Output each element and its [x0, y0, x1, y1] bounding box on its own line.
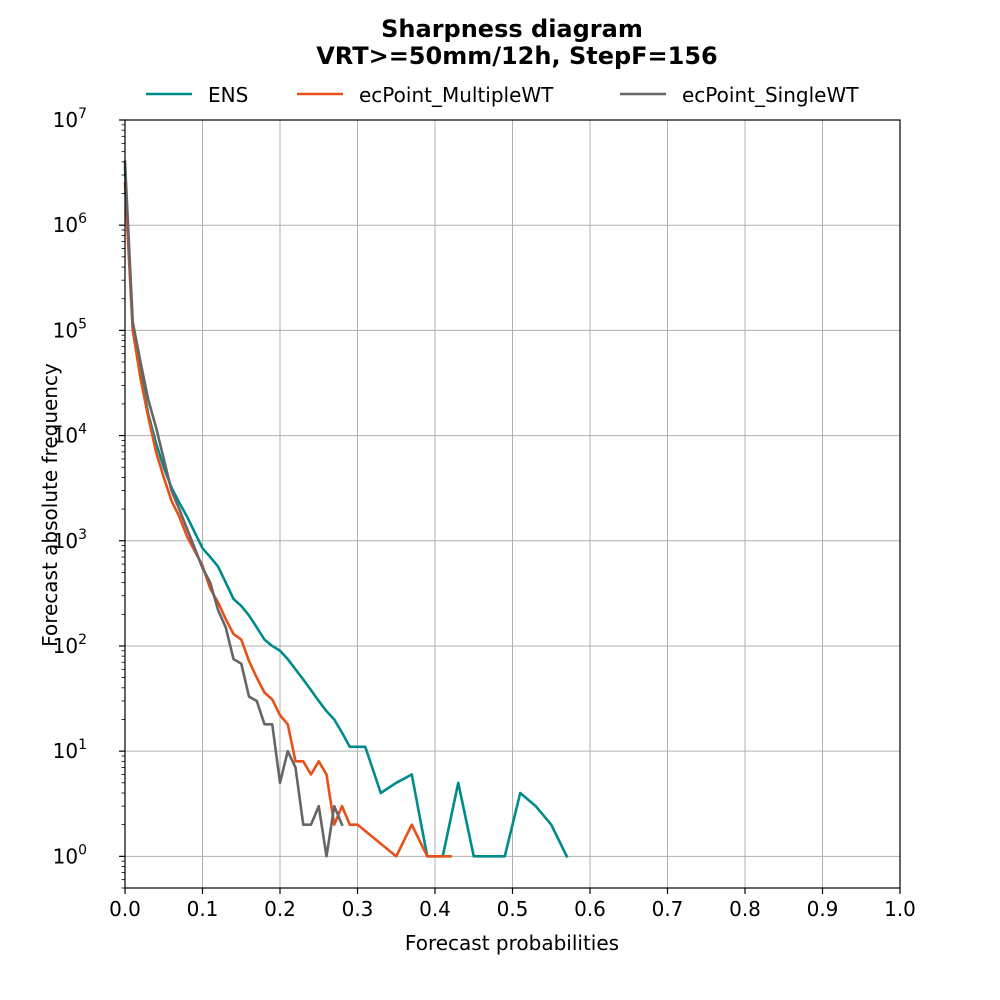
- y-tick-label: 104: [53, 422, 87, 448]
- y-tick-label: 100: [53, 842, 87, 868]
- y-tick-label: 107: [53, 106, 87, 132]
- series-line-ecpoint-singlewt: [123, 160, 344, 858]
- y-tick-label: 101: [53, 737, 87, 763]
- legend-label: ecPoint_SingleWT: [682, 83, 859, 107]
- y-tick-label: 103: [53, 527, 87, 553]
- y-tick-label: 106: [53, 211, 87, 237]
- legend-label: ecPoint_MultipleWT: [359, 83, 554, 107]
- x-tick-label: 0.2: [264, 897, 296, 921]
- series-lines: [123, 160, 569, 859]
- legend: ENS ecPoint_MultipleWT ecPoint_SingleWT: [146, 83, 859, 107]
- grid: [124, 119, 901, 888]
- x-tick-label: 0.7: [652, 897, 684, 921]
- series-line-ens: [123, 166, 569, 859]
- x-axis-label: Forecast probabilities: [405, 931, 619, 955]
- x-tick-label: 0.0: [109, 897, 141, 921]
- chart-title: Sharpness diagram: [381, 15, 643, 43]
- y-tick-label: 102: [53, 632, 87, 658]
- x-tick-label: 0.3: [342, 897, 374, 921]
- x-tick-label: 0.6: [574, 897, 606, 921]
- series-line-ecpoint-multiplewt: [123, 181, 452, 858]
- x-tick-label: 0.5: [497, 897, 529, 921]
- legend-item: ENS: [146, 83, 248, 107]
- x-tick-label: 0.8: [729, 897, 761, 921]
- legend-item: ecPoint_MultipleWT: [297, 83, 554, 107]
- chart-subtitle: VRT>=50mm/12h, StepF=156: [316, 42, 718, 70]
- x-tick-label: 0.4: [419, 897, 451, 921]
- y-axis-label: Forecast absolute frequency: [38, 363, 62, 647]
- x-tick-label: 0.9: [807, 897, 839, 921]
- y-tick-label: 105: [53, 316, 87, 342]
- axis-ticks: 0.0 0.1 0.2 0.3 0.4 0.5 0.6 0.7 0.8 0.9 1.0 100 101 1…: [53, 106, 916, 921]
- x-tick-label: 0.1: [187, 897, 219, 921]
- legend-label: ENS: [208, 83, 248, 107]
- x-tick-label: 1.0: [884, 897, 916, 921]
- legend-item: ecPoint_SingleWT: [620, 83, 859, 107]
